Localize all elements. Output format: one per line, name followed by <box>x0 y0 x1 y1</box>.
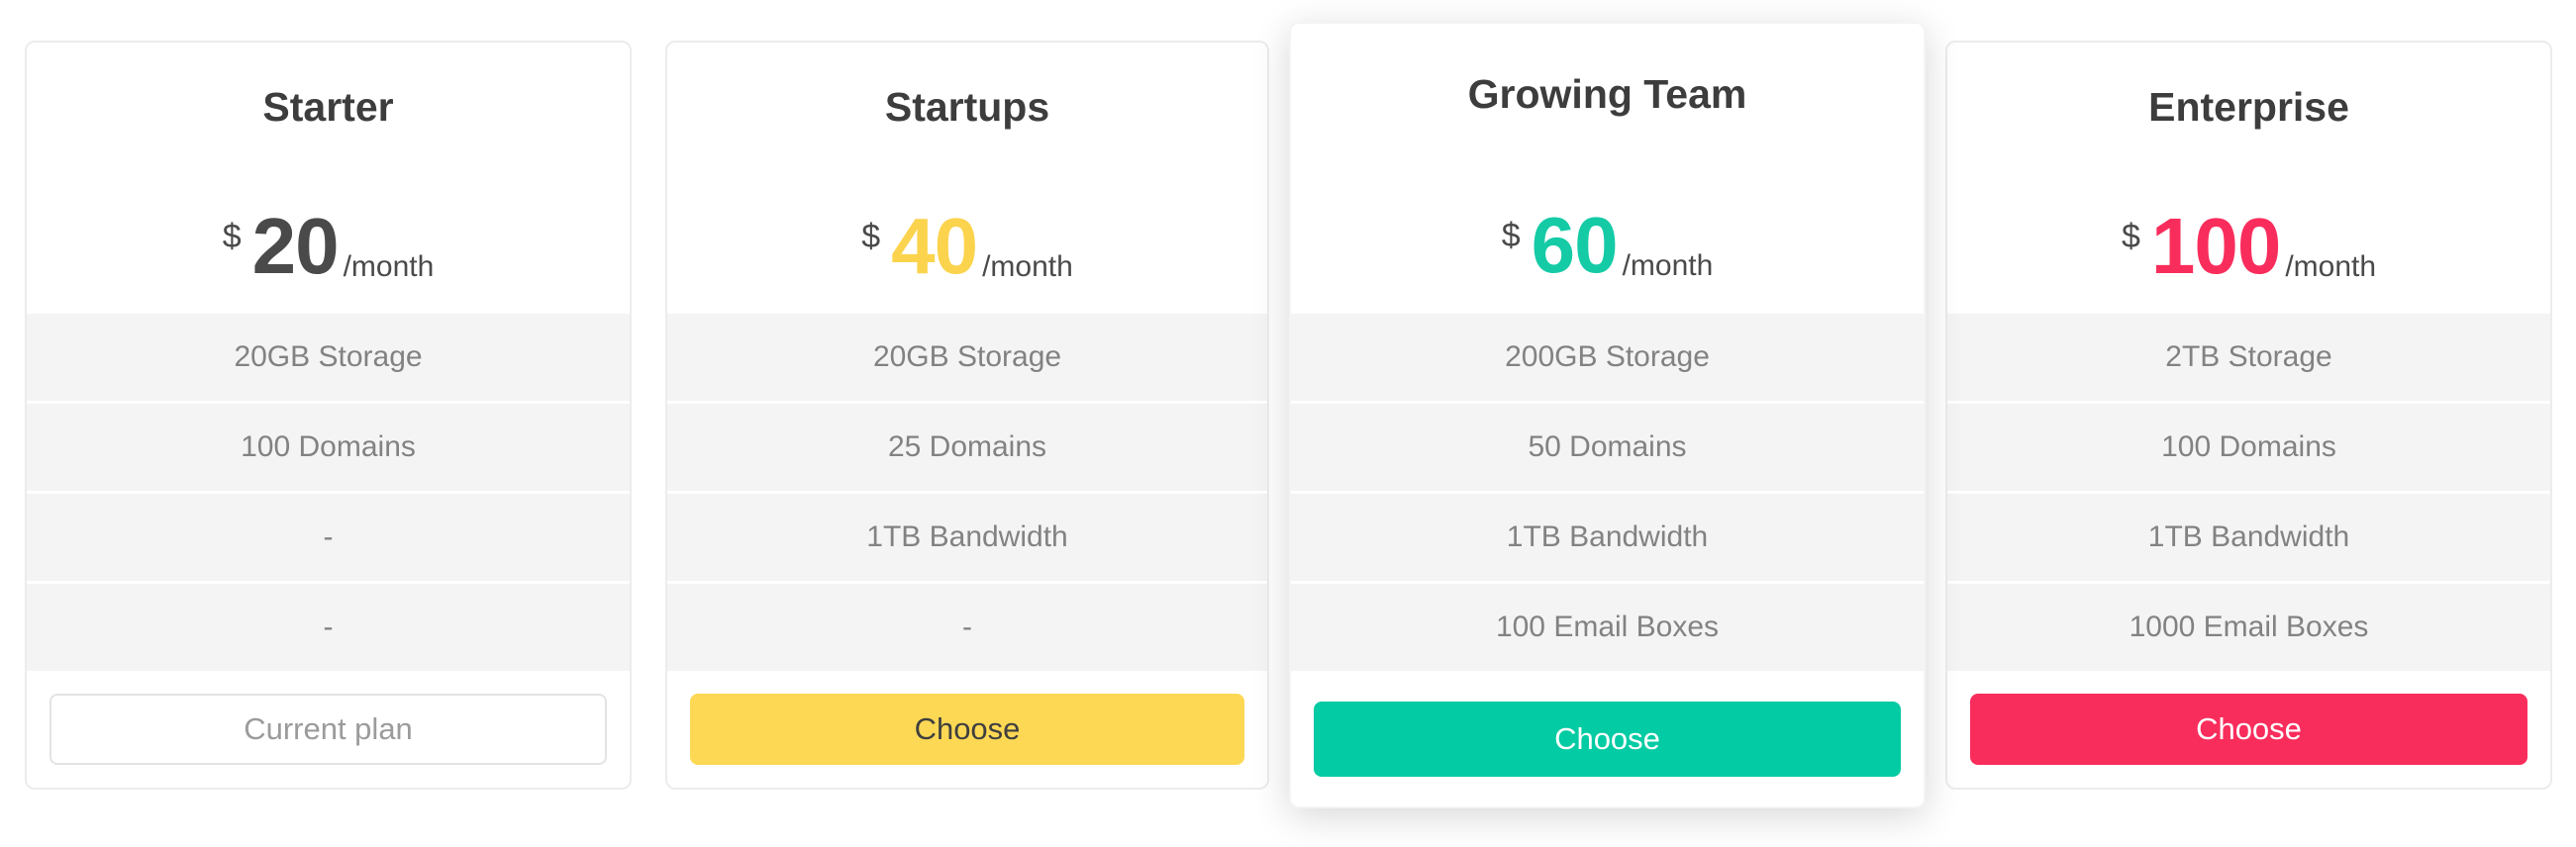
plan-footer: Choose <box>1291 671 1924 806</box>
price-amount: 60 <box>1531 201 1619 290</box>
feature-row: 100 Domains <box>1947 404 2550 491</box>
feature-list: 2TB Storage 100 Domains 1TB Bandwidth 10… <box>1947 314 2550 671</box>
feature-row: 100 Email Boxes <box>1291 584 1924 671</box>
feature-row: 25 Domains <box>667 404 1267 491</box>
feature-list: 20GB Storage 100 Domains - - <box>27 314 630 671</box>
plan-footer: Choose <box>667 671 1267 788</box>
plan-title: Startups <box>884 84 1050 130</box>
feature-row: - <box>27 494 630 581</box>
plan-card-enterprise: Enterprise $ 100 /month 2TB Storage 100 … <box>1945 41 2552 790</box>
currency-symbol: $ <box>222 218 242 256</box>
plan-footer: Current plan <box>27 671 630 788</box>
plan-price: $ 60 /month <box>1501 201 1714 290</box>
feature-row: 20GB Storage <box>27 314 630 401</box>
plan-title: Enterprise <box>2148 84 2349 130</box>
feature-row: 50 Domains <box>1291 404 1924 491</box>
feature-row: - <box>667 584 1267 671</box>
price-period: /month <box>1622 249 1714 283</box>
currency-symbol: $ <box>1501 217 1521 255</box>
price-period: /month <box>2285 250 2377 284</box>
plan-header: Starter $ 20 /month <box>27 43 630 314</box>
choose-button[interactable]: Choose <box>690 694 1244 765</box>
plan-price: $ 100 /month <box>2121 202 2376 291</box>
plan-header: Startups $ 40 /month <box>667 43 1267 314</box>
price-amount: 20 <box>251 202 340 291</box>
feature-row: 1TB Bandwidth <box>1291 494 1924 581</box>
price-amount: 40 <box>891 202 978 291</box>
feature-row: 1TB Bandwidth <box>667 494 1267 581</box>
price-amount: 100 <box>2150 202 2281 291</box>
plan-header: Growing Team $ 60 /month <box>1291 24 1924 314</box>
feature-row: 2TB Storage <box>1947 314 2550 401</box>
currency-symbol: $ <box>861 218 881 256</box>
currency-symbol: $ <box>2121 218 2140 256</box>
choose-button[interactable]: Choose <box>1314 701 1901 777</box>
current-plan-button[interactable]: Current plan <box>50 694 607 765</box>
plan-card-startups: Startups $ 40 /month 20GB Storage 25 Dom… <box>665 41 1269 790</box>
plan-price: $ 20 /month <box>222 202 435 291</box>
plan-card-starter: Starter $ 20 /month 20GB Storage 100 Dom… <box>25 41 632 790</box>
plan-title: Starter <box>262 84 394 130</box>
feature-list: 200GB Storage 50 Domains 1TB Bandwidth 1… <box>1291 314 1924 671</box>
plan-title: Growing Team <box>1467 71 1747 117</box>
feature-row: - <box>27 584 630 671</box>
feature-row: 200GB Storage <box>1291 314 1924 401</box>
feature-row: 100 Domains <box>27 404 630 491</box>
choose-button[interactable]: Choose <box>1970 694 2527 765</box>
plan-card-growing-team: Growing Team $ 60 /month 200GB Storage 5… <box>1289 22 1926 808</box>
plan-footer: Choose <box>1947 671 2550 788</box>
price-period: /month <box>982 250 1073 284</box>
feature-row: 1000 Email Boxes <box>1947 584 2550 671</box>
plan-price: $ 40 /month <box>861 202 1073 291</box>
feature-list: 20GB Storage 25 Domains 1TB Bandwidth - <box>667 314 1267 671</box>
feature-row: 20GB Storage <box>667 314 1267 401</box>
price-period: /month <box>343 250 435 284</box>
plan-header: Enterprise $ 100 /month <box>1947 43 2550 314</box>
feature-row: 1TB Bandwidth <box>1947 494 2550 581</box>
